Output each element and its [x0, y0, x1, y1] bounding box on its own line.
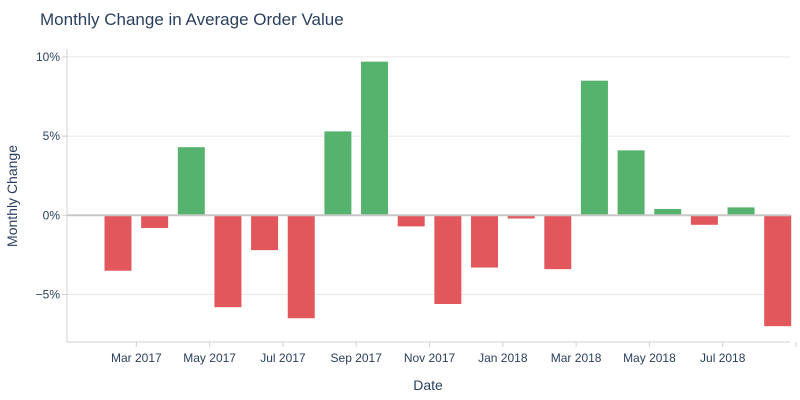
x-axis-title: Date	[413, 377, 443, 393]
y-axis-title: Monthly Change	[4, 145, 20, 247]
bars	[104, 61, 792, 327]
bar-2018-06[interactable]	[690, 215, 718, 225]
chart-title: Monthly Change in Average Order Value	[40, 10, 344, 29]
bar-2018-08[interactable]	[764, 215, 792, 327]
bar-2017-05[interactable]	[214, 215, 242, 308]
x-tick-label: Jul 2018	[700, 351, 746, 365]
y-tick-labels: −5% 0% 5% 10%	[36, 50, 61, 302]
bar-2017-08[interactable]	[324, 131, 352, 216]
x-tick-label: Mar 2018	[551, 351, 602, 365]
bar-2018-01[interactable]	[507, 215, 535, 219]
x-tick-label: Mar 2017	[111, 351, 162, 365]
bar-2017-03[interactable]	[141, 215, 169, 228]
x-tick-label: May 2017	[183, 351, 236, 365]
bar-2017-12[interactable]	[471, 215, 498, 268]
axes	[62, 49, 797, 347]
y-tick-label: 5%	[43, 129, 61, 143]
x-tick-label: May 2018	[623, 351, 676, 365]
y-tick-label: 10%	[36, 50, 60, 64]
bar-2017-09[interactable]	[361, 61, 389, 216]
x-tick-label: Jan 2018	[478, 351, 528, 365]
bar-2018-07[interactable]	[727, 207, 755, 216]
gridlines	[67, 56, 790, 295]
x-tick-label: Nov 2017	[404, 351, 456, 365]
x-tick-labels: Mar 2017 May 2017 Jul 2017 Sep 2017 Nov 2017…	[111, 351, 746, 365]
bar-2017-10[interactable]	[397, 215, 425, 227]
bar-2018-03[interactable]	[580, 80, 608, 216]
y-tick-label: −5%	[36, 287, 61, 301]
bar-2018-04[interactable]	[617, 150, 645, 216]
y-tick-label: 0%	[43, 208, 61, 222]
bar-2017-07[interactable]	[287, 215, 315, 319]
bar-2017-06[interactable]	[251, 215, 279, 251]
bar-2018-05[interactable]	[654, 208, 682, 216]
bar-2017-02[interactable]	[104, 215, 132, 271]
x-tick-label: Sep 2017	[331, 351, 383, 365]
bar-2017-04[interactable]	[177, 147, 205, 216]
x-tick-label: Jul 2017	[260, 351, 306, 365]
bar-2018-02[interactable]	[544, 215, 572, 270]
bar-2017-11[interactable]	[434, 215, 462, 304]
